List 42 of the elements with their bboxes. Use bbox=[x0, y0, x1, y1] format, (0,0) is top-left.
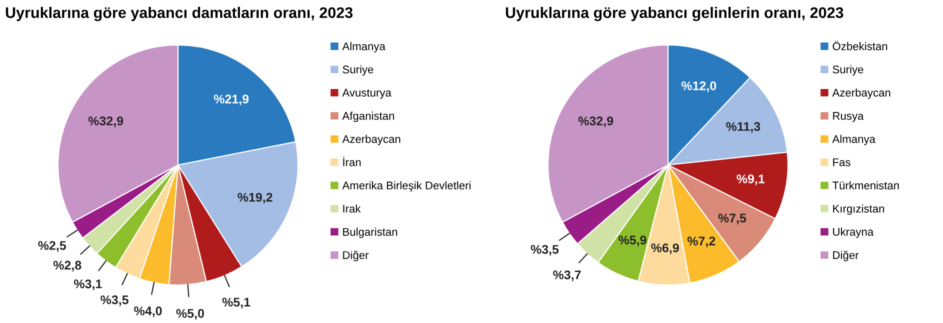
chart-title: Uyruklarına göre yabancı damatların oranı, 2023 bbox=[6, 6, 353, 22]
legend-label: Amerika Birleşik Devletleri bbox=[342, 181, 471, 192]
chart-title: Uyruklarına göre yabancı gelinlerin oranı, 2023 bbox=[506, 6, 844, 22]
data-label: %6,9 bbox=[651, 243, 679, 254]
legend-label: Fas bbox=[833, 158, 850, 166]
data-label: %5,0 bbox=[176, 309, 204, 320]
legend-label: Kırgızistan bbox=[833, 204, 884, 215]
data-label: %3,7 bbox=[553, 270, 581, 282]
data-label: %32,9 bbox=[88, 116, 124, 128]
legend-label: Bulgaristan bbox=[343, 228, 398, 238]
data-label: %5,9 bbox=[618, 236, 646, 246]
data-label: %9,1 bbox=[736, 174, 765, 186]
data-label: %3,5 bbox=[530, 244, 559, 256]
data-label: %3,1 bbox=[74, 279, 102, 290]
data-label: %7,5 bbox=[718, 214, 746, 224]
data-label: %12,0 bbox=[682, 81, 716, 92]
data-label: %2,8 bbox=[53, 260, 82, 272]
legend-label: Azerbaycan bbox=[342, 134, 400, 146]
legend-label: Avusturya bbox=[342, 88, 392, 99]
legend-label: Afganistan bbox=[342, 112, 394, 122]
legend-label: Azerbaycan bbox=[832, 88, 890, 99]
data-label: %5,1 bbox=[222, 298, 250, 308]
legend-label: Suriye bbox=[342, 65, 374, 76]
legend-label: Ukrayna bbox=[833, 228, 874, 238]
data-label: %21,9 bbox=[214, 94, 249, 106]
legend-label: Suriye bbox=[832, 65, 864, 76]
legend-label: Diğer bbox=[833, 250, 859, 262]
legend-label: Diğer bbox=[343, 250, 369, 262]
data-label: %3,5 bbox=[100, 295, 128, 306]
legend-label: Irak bbox=[343, 204, 361, 213]
data-label: %32,9 bbox=[578, 116, 614, 128]
legend-label: Almanya bbox=[342, 42, 386, 52]
legend-label: Almanya bbox=[832, 134, 876, 146]
data-label: %11,3 bbox=[726, 122, 760, 133]
legend-label: Rusya bbox=[833, 112, 864, 122]
legend-label: Özbekistan bbox=[832, 40, 888, 50]
data-label: %2,5 bbox=[38, 241, 66, 252]
legend-label: Türkmenistan bbox=[832, 181, 899, 190]
legend-label: İran bbox=[343, 156, 361, 166]
data-label: %19,2 bbox=[238, 192, 272, 204]
data-label: %4,0 bbox=[134, 306, 162, 318]
data-label: %7,2 bbox=[687, 236, 716, 248]
